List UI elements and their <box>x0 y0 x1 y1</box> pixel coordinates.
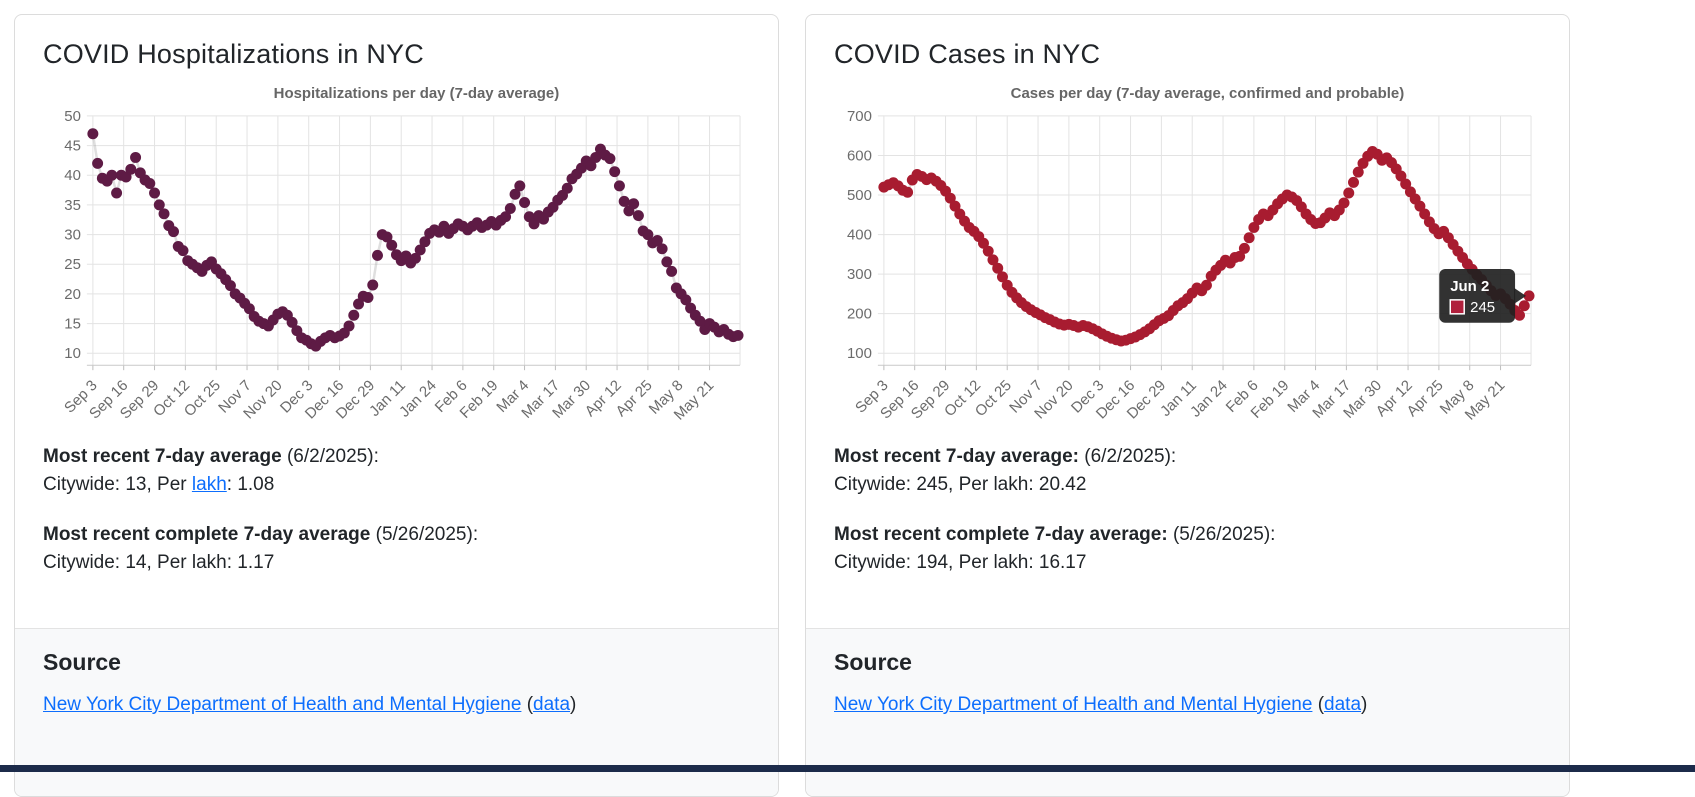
cases-source-heading: Source <box>834 649 912 676</box>
hosp-data-link[interactable]: data <box>533 694 571 716</box>
cases-paren-close: ) <box>1361 694 1368 716</box>
cases-complete-average-date: (5/26/2025): <box>1167 524 1276 546</box>
svg-text:15: 15 <box>64 316 81 333</box>
hosp-recent-value-prefix: Citywide: 13, Per <box>43 474 192 496</box>
svg-text:245: 245 <box>1470 299 1495 316</box>
cases-recent-average-label: Most recent 7-day average: (6/2/2025): <box>834 446 1541 468</box>
bottom-page-section-edge <box>0 765 1695 772</box>
svg-text:10: 10 <box>64 345 81 362</box>
cases-complete-average-bold: Most recent complete 7-day average: <box>834 524 1168 546</box>
cases-paren-open: ( <box>1317 694 1325 716</box>
svg-text:600: 600 <box>847 147 872 164</box>
cases-recent-average-value: Citywide: 245, Per lakh: 20.42 <box>834 474 1541 496</box>
cases-data-link[interactable]: data <box>1324 694 1362 716</box>
hospitalizations-card-title: COVID Hospitalizations in NYC <box>43 39 424 69</box>
hosp-complete-average-label: Most recent complete 7-day average (5/26… <box>43 524 750 546</box>
cases-complete-value-text: Citywide: 194, Per lakh: 16.17 <box>834 552 1087 574</box>
hosp-complete-average-bold: Most recent complete 7-day average <box>43 524 371 546</box>
svg-text:100: 100 <box>847 345 872 362</box>
hosp-recent-average-label: Most recent 7-day average (6/2/2025): <box>43 446 750 468</box>
hosp-recent-average-bold: Most recent 7-day average <box>43 446 282 468</box>
svg-text:300: 300 <box>847 266 872 283</box>
hosp-source-heading: Source <box>43 649 121 676</box>
lakh-link[interactable]: lakh <box>191 474 227 496</box>
cases-recent-average-bold: Most recent 7-day average: <box>834 446 1079 468</box>
cases-card: COVID Cases in NYC 100 200 300 400 500 600 700… <box>805 14 1570 797</box>
hosp-complete-average-value: Citywide: 14, Per lakh: 1.17 <box>43 552 750 574</box>
svg-text:35: 35 <box>64 197 81 214</box>
svg-text:40: 40 <box>64 167 81 184</box>
cases-recent-average-date: (6/2/2025): <box>1079 446 1177 468</box>
hosp-complete-average-date: (5/26/2025): <box>370 524 479 546</box>
svg-text:400: 400 <box>847 227 872 244</box>
svg-text:50: 50 <box>64 108 81 125</box>
svg-text:200: 200 <box>847 306 872 323</box>
cases-complete-average-label: Most recent complete 7-day average: (5/2… <box>834 524 1541 546</box>
hosp-paren-open: ( <box>526 694 534 716</box>
hospitalizations-card-body: COVID Hospitalizations in NYC 10 15 20 25 30… <box>15 15 778 628</box>
svg-text:Cases per day (7-day average,: Cases per day (7-day average, confirmed … <box>1011 85 1405 102</box>
svg-text:45: 45 <box>64 138 81 155</box>
hosp-recent-average-date: (6/2/2025): <box>281 446 379 468</box>
svg-text:20: 20 <box>64 286 81 303</box>
hosp-recent-average-value: Citywide: 13, Per lakh: 1.08 <box>43 474 750 496</box>
svg-text:500: 500 <box>847 187 872 204</box>
hosp-complete-value-text: Citywide: 14, Per lakh: 1.17 <box>43 552 275 574</box>
svg-text:30: 30 <box>64 227 81 244</box>
hosp-source-link[interactable]: New York City Department of Health and M… <box>43 694 522 716</box>
hosp-recent-value-suffix: : 1.08 <box>226 474 275 496</box>
hosp-source-line: New York City Department of Health and M… <box>43 694 750 716</box>
cases-card-title: COVID Cases in NYC <box>834 39 1101 69</box>
hospitalizations-card: COVID Hospitalizations in NYC 10 15 20 25 30… <box>14 14 779 797</box>
cases-complete-average-value: Citywide: 194, Per lakh: 16.17 <box>834 552 1541 574</box>
svg-text:25: 25 <box>64 256 81 273</box>
hosp-paren-close: ) <box>570 694 577 716</box>
cases-source-link[interactable]: New York City Department of Health and M… <box>834 694 1313 716</box>
cases-source-line: New York City Department of Health and M… <box>834 694 1541 716</box>
svg-text:700: 700 <box>847 108 872 125</box>
svg-text:Jun 2: Jun 2 <box>1450 278 1489 295</box>
svg-text:Hospitalizations per day (7-da: Hospitalizations per day (7-day average) <box>274 85 560 102</box>
cases-card-body: COVID Cases in NYC 100 200 300 400 500 600 700… <box>806 15 1569 628</box>
cases-recent-value-text: Citywide: 245, Per lakh: 20.42 <box>834 474 1087 496</box>
